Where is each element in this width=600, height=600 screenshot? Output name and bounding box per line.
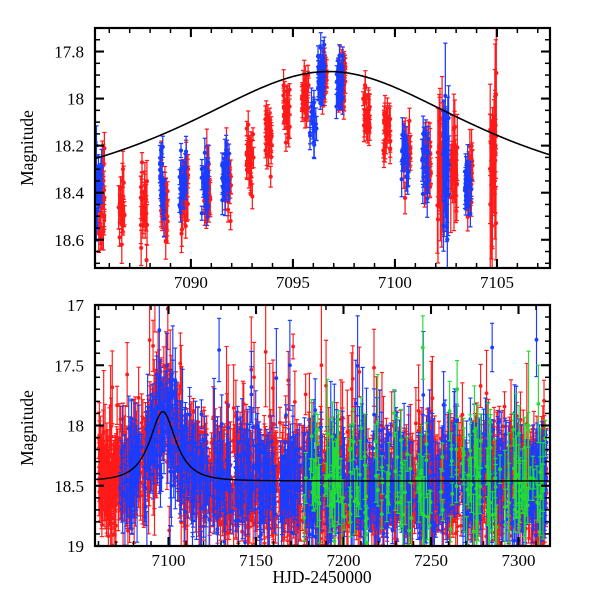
top-panel-zoomed-event: 7090 7095 7100 7105 17.8 18 18.2 18.4 18.6 xyxy=(54,26,552,292)
x-tick-label: 7300 xyxy=(502,551,536,570)
x-tick-label: 7100 xyxy=(378,273,412,292)
y-tick-label: 19 xyxy=(67,537,84,556)
y-tick-label: 18.4 xyxy=(54,184,84,203)
series-green-survey xyxy=(302,315,548,546)
y-tick-label: 17.8 xyxy=(54,43,84,62)
data-layer xyxy=(95,305,550,546)
y-tick-label: 18 xyxy=(67,90,84,109)
y-tick-label: 18.6 xyxy=(54,231,84,250)
data-layer xyxy=(95,28,550,268)
bottom-panel-full-season: 7100 7150 7200 7250 7300 17 17.5 18 18.5 19 xyxy=(54,296,552,570)
y-axis-label-top: Magnitude xyxy=(17,110,37,186)
model-curve xyxy=(95,70,550,160)
y-tick-label: 17.5 xyxy=(54,356,84,375)
axes-frame: 7090 7095 7100 7105 17.8 18 18.2 18.4 18.6 xyxy=(54,26,552,292)
y-tick-label: 18.2 xyxy=(54,137,84,156)
model-curve xyxy=(95,410,550,482)
axes-frame: 7100 7150 7200 7250 7300 17 17.5 18 18.5 19 xyxy=(54,296,552,570)
x-tick-label: 7105 xyxy=(480,273,514,292)
x-tick-label: 7095 xyxy=(276,273,310,292)
x-tick-label: 7250 xyxy=(414,551,448,570)
series-blue-survey xyxy=(95,32,474,268)
y-tick-label: 18.5 xyxy=(54,477,84,496)
y-tick-label: 18 xyxy=(67,417,84,436)
x-axis-label: HJD-2450000 xyxy=(272,567,371,587)
x-tick-label: 7100 xyxy=(152,551,186,570)
x-tick-label: 7090 xyxy=(174,273,208,292)
y-axis-label-bottom: Magnitude xyxy=(17,390,37,466)
x-tick-label: 7150 xyxy=(239,551,273,570)
x-tick-label: 7200 xyxy=(327,551,361,570)
y-tick-label: 17 xyxy=(67,296,85,315)
